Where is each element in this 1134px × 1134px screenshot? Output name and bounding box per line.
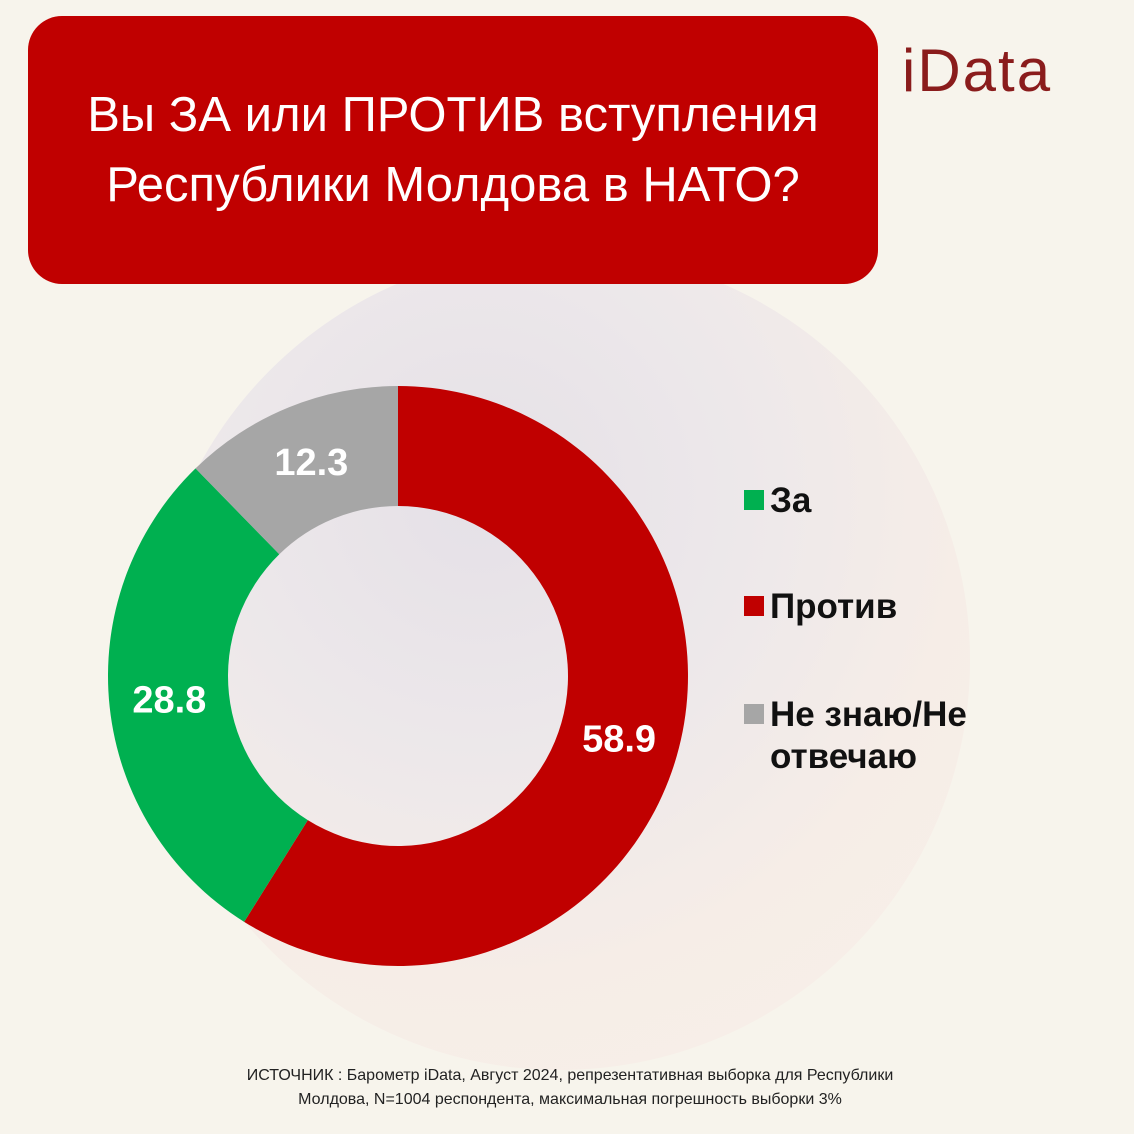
legend-label-ne-znayu: Не знаю/Не отвечаю [770,695,967,776]
legend-item-ne-znayu: Не знаю/Не отвечаю [744,694,1044,778]
donut-slices [108,386,688,966]
slice-ne-znayu-value-label: 12.3 [274,442,348,484]
chart-title: Вы ЗА или ПРОТИВ вступления Республики М… [87,88,819,212]
slice-za [108,468,308,922]
source-line-1: ИСТОЧНИК : Барометр iData, Август 2024, … [246,1067,894,1084]
legend-label-za: За [770,481,812,520]
donut-value-labels: 58.9 28.8 12.3 [132,442,656,761]
slice-za-value-label: 28.8 [132,680,206,722]
legend-label-protiv: Против [770,587,898,626]
legend-swatch-za [744,490,764,510]
source-line-2: Молдова, N=1004 респондента, максимальна… [298,1091,842,1108]
slice-protiv [244,386,688,966]
legend-item-protiv: Против [744,586,897,628]
slice-protiv-value-label: 58.9 [582,718,656,760]
legend-swatch-protiv [744,596,764,616]
slice-ne-znayu [195,386,398,555]
legend-item-za: За [744,480,811,522]
title-banner: Вы ЗА или ПРОТИВ вступления Республики М… [28,16,878,284]
legend-swatch-ne-znayu [744,704,764,724]
source-note: ИСТОЧНИК : Барометр iData, Август 2024, … [120,1064,1020,1112]
idata-logo: iData [902,37,1053,104]
